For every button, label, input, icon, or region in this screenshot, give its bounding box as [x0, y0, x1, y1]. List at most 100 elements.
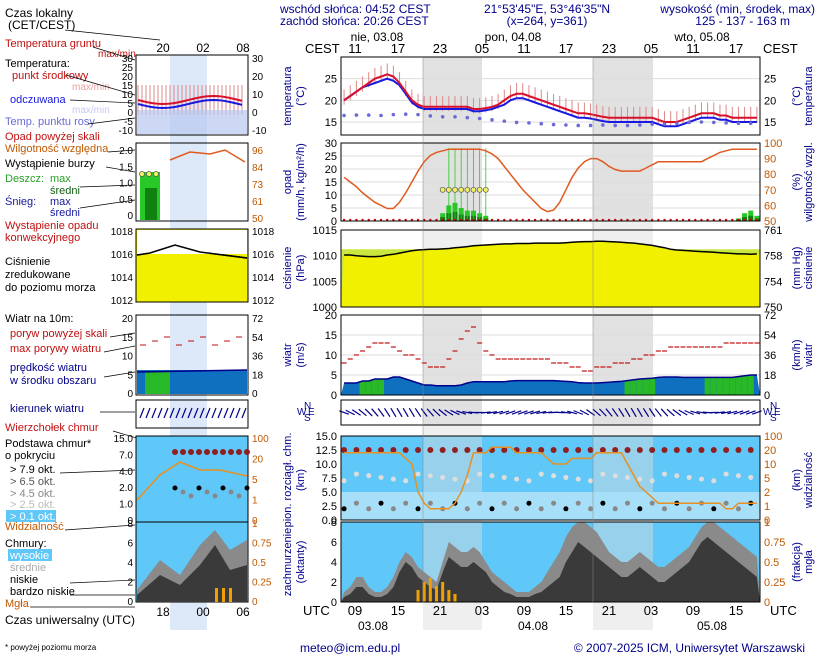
mini-tick: 6 [127, 539, 133, 550]
wind-arrow [592, 408, 601, 417]
wind-arrow [517, 410, 528, 415]
tick-label: 50 [764, 216, 776, 228]
cloud-top-dot [599, 447, 606, 453]
mini-tick: 0 [252, 108, 258, 119]
wind-arrow [493, 410, 504, 415]
mini-legend-panels: 302520151050-5-103020100-102.01.51.00.50… [111, 54, 275, 630]
mini-precip-panel [135, 142, 249, 222]
storm-marker [452, 186, 458, 193]
axis-title: (km) [295, 469, 307, 491]
hour-bottom: 09 [348, 603, 362, 618]
cloud-base-dot [514, 506, 520, 512]
wind-arrow [586, 409, 595, 416]
day-bottom-3: 05.08 [697, 619, 727, 633]
cloud-top-dot [673, 447, 680, 453]
storm-marker [445, 186, 452, 193]
tick-label: 0 [331, 216, 337, 228]
cloud-base-dot [464, 506, 470, 512]
tick-label: 5 [764, 473, 770, 485]
compass-letter: W [763, 407, 773, 418]
bottom-time-axis: UTC UTC 09 15 21 03 09 15 21 03 09 15 03.08 04.08… [156, 603, 796, 633]
mini-tick: 4.0 [119, 467, 133, 478]
wind-arrow [745, 410, 756, 415]
mini-hour-bottom-1: 18 [156, 605, 170, 619]
pressure-area [341, 241, 760, 307]
mini-tick: 1012 [252, 296, 275, 307]
compass-letter: N [304, 401, 311, 412]
axis-title: wiatr [282, 343, 294, 368]
email-link[interactable]: meteo@icm.edu.pl [300, 641, 400, 655]
dew-point-dot [342, 113, 346, 118]
tick-label: 2 [764, 487, 770, 499]
mini-tick: 15 [122, 333, 134, 344]
mini-tick: 73 [252, 180, 264, 191]
cloud-base-dot [403, 500, 409, 506]
wind-arrow [696, 411, 707, 414]
wind-arrow [605, 408, 613, 417]
cloud-top-dot [390, 447, 397, 453]
hour-bottom: 15 [729, 603, 743, 618]
cloud-base-dot [588, 506, 594, 512]
tick-label: 1015 [313, 225, 337, 237]
tick-label: 15 [325, 330, 337, 342]
mini-tick: 61 [252, 197, 264, 208]
tick-label: 0 [764, 597, 770, 609]
dew-point-dot [699, 120, 704, 124]
mini-tick: 1014 [111, 273, 134, 284]
tick-label: 60 [764, 200, 776, 212]
mini-tick: 0.75 [252, 539, 272, 550]
dew-point-dot [416, 112, 420, 117]
dew-point-dot [638, 123, 642, 127]
wind-arrow [426, 408, 435, 417]
legend-cloud-top: Wierzchołek chmur [5, 422, 99, 434]
cloud-top-dot [624, 447, 631, 453]
wind-arrow [505, 410, 516, 415]
mini-tick: 30 [122, 54, 134, 65]
tick-label: 10 [764, 459, 776, 471]
tick-label: 15 [325, 177, 337, 189]
storm-marker [482, 186, 489, 193]
mini-tick: 2.0 [119, 483, 133, 494]
wind-arrow [480, 411, 491, 414]
dew-point-dot [675, 121, 679, 126]
cloud-top-dot [525, 447, 532, 453]
mini-tick: 25 [122, 63, 134, 74]
tick-label: 0 [331, 390, 337, 402]
compass-letter: N [770, 401, 777, 412]
axis-title: (mm/h, kg/m²/h) [295, 143, 307, 221]
cloud-base-dot [415, 506, 421, 512]
cloud-base-dot [711, 506, 717, 512]
hour-top: 11 [517, 41, 531, 56]
tick-label: 100 [764, 431, 782, 443]
dew-point-dot [391, 112, 396, 117]
wind-arrow [690, 410, 701, 415]
tick-label: 2.5 [322, 501, 337, 513]
dew-point-dot [625, 123, 630, 128]
mini-tick: 4 [127, 558, 133, 569]
footnote: * powyżej poziomu morza [5, 643, 97, 652]
hour-bottom: 15 [391, 603, 405, 618]
hour-top: 11 [348, 41, 362, 56]
legend-low: niskie [10, 574, 38, 586]
mini-temp-panel [135, 54, 249, 136]
cloud-base-dot [538, 506, 544, 512]
tick-label: 10 [325, 350, 337, 362]
mini-tick: 36 [252, 352, 264, 363]
mini-hour-top-2: 02 [196, 41, 210, 55]
cloud-low-area [341, 537, 760, 602]
tick-label: 1010 [313, 251, 337, 263]
tick-label: 25 [325, 151, 337, 163]
hour-top: 11 [686, 41, 700, 56]
wind-arrow [542, 411, 553, 414]
mini-tick: -10 [119, 126, 134, 137]
mini-tick: 2 [127, 578, 133, 589]
hour-top: 17 [729, 41, 743, 56]
mini-tick: 5 [252, 475, 258, 486]
tick-label: 1000 [313, 302, 337, 314]
legend-okt25: > 2.5 okt. [10, 499, 56, 511]
wind-speed-area [341, 375, 760, 395]
dew-point-dot [403, 112, 408, 116]
mini-tick: 2.0 [119, 146, 133, 157]
fog-bar [428, 578, 432, 602]
